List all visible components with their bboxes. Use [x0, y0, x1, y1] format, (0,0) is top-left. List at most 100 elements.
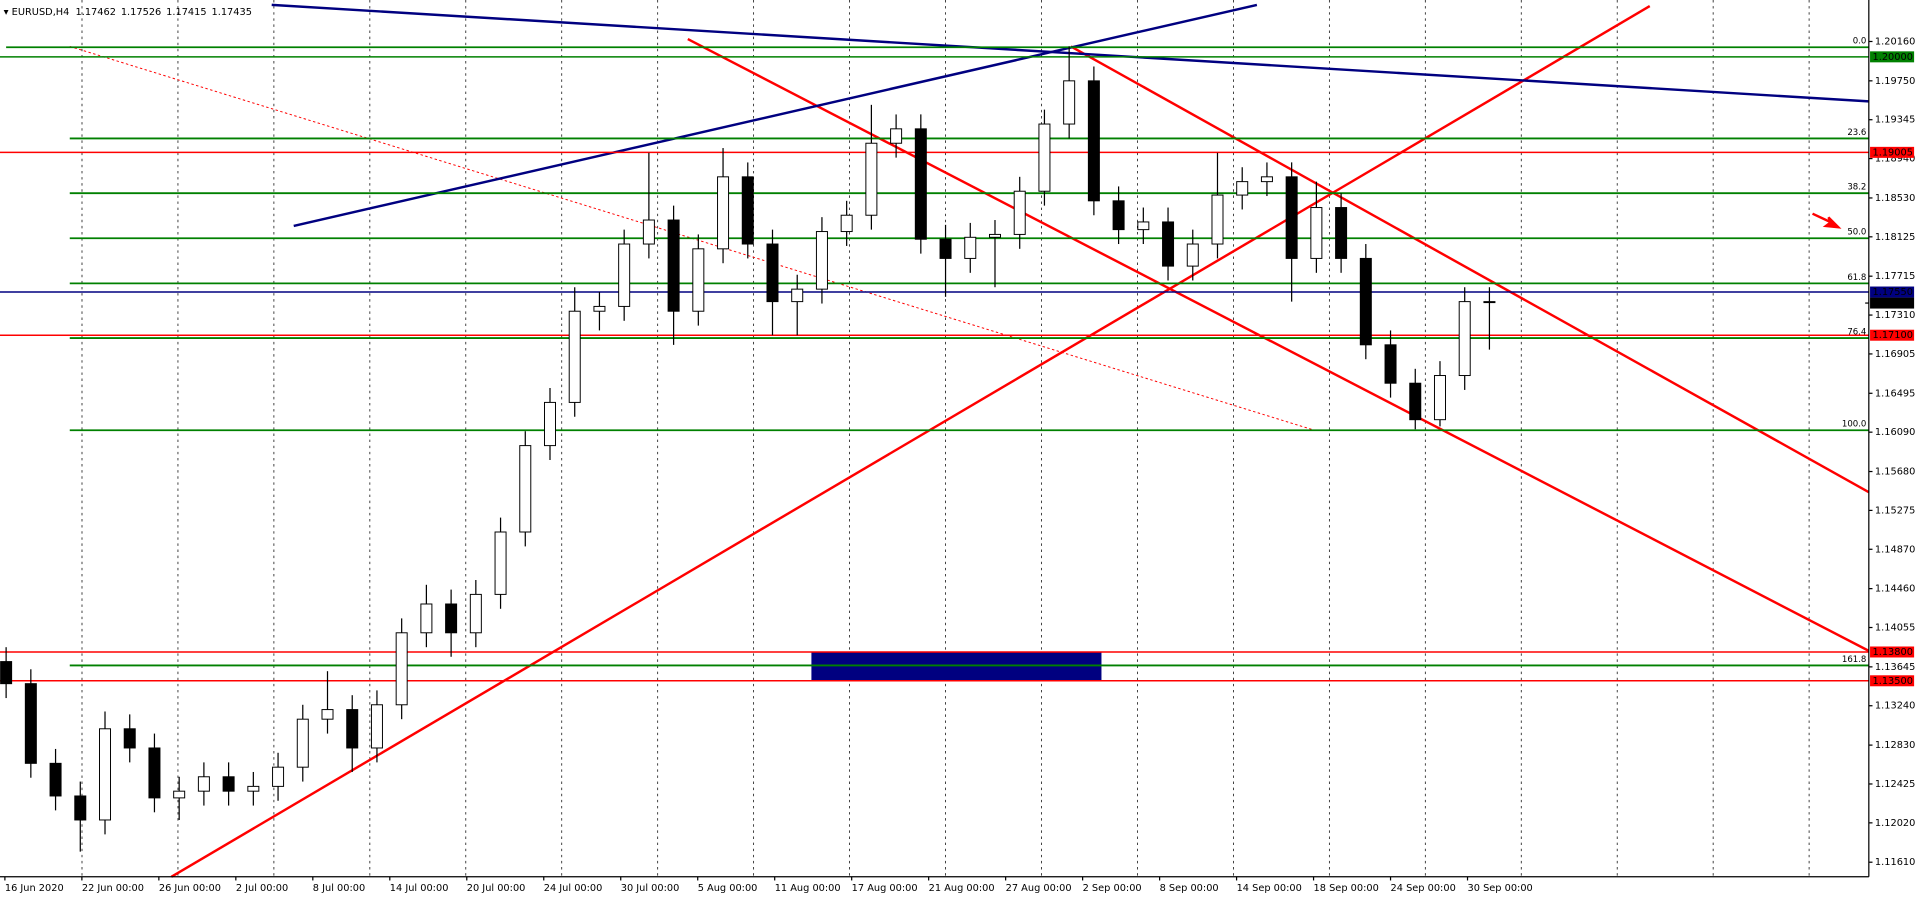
y-tick-label: 1.15680: [1875, 467, 1915, 478]
price-tag-label: 1.13800: [1872, 647, 1912, 658]
candle-body: [1409, 382, 1422, 421]
x-tick-label: 30 Sep 00:00: [1468, 883, 1533, 894]
low: 1.17415: [166, 7, 206, 18]
candle-body: [99, 728, 112, 821]
candle-body: [173, 790, 186, 799]
high: 1.17526: [121, 7, 161, 18]
candle-body: [939, 238, 952, 259]
price-tag-label: 1.13500: [1872, 676, 1912, 687]
candle-body: [544, 401, 556, 447]
candle-body: [1335, 207, 1348, 259]
candle-body: [1186, 243, 1199, 267]
candle-body: [964, 236, 977, 259]
menu-arrow: ▾: [4, 7, 12, 18]
x-tick-label: 18 Sep 00:00: [1314, 883, 1379, 894]
candles: [0, 46, 1496, 852]
candle-body: [642, 219, 655, 245]
price-tag: [1870, 146, 1915, 158]
x-tick-label: 20 Jul 00:00: [467, 883, 526, 894]
candle-body: [346, 709, 359, 749]
x-tick-label: 8 Sep 00:00: [1160, 883, 1219, 894]
candle-body: [1359, 257, 1372, 346]
candle-body: [321, 709, 334, 720]
candle-body: [791, 288, 804, 303]
candle-body: [222, 776, 235, 792]
candle-body: [469, 593, 482, 634]
x-tick-label: 27 Aug 00:00: [1006, 883, 1072, 894]
price-tag: [1870, 646, 1915, 658]
trend-line: [170, 5, 1651, 878]
y-tick-label: 1.17715: [1875, 271, 1915, 282]
y-tick-label: 1.18530: [1875, 193, 1915, 204]
y-tick-label: 1.19750: [1875, 76, 1915, 87]
candle-body: [272, 766, 285, 787]
x-tick-label: 2 Sep 00:00: [1083, 883, 1142, 894]
y-tick-label: 1.16495: [1875, 388, 1915, 399]
candle-body: [1137, 221, 1150, 231]
candle-body: [865, 142, 878, 216]
y-tick-label: 1.18125: [1875, 232, 1915, 243]
y-tick-label: 1.13240: [1875, 701, 1915, 712]
x-tick-label: 26 Jun 00:00: [159, 883, 221, 894]
x-tick-label: 5 Aug 00:00: [698, 883, 758, 894]
candle-body: [1433, 375, 1446, 421]
y-tick-label: 1.18940: [1875, 154, 1915, 165]
candle-body: [1260, 176, 1273, 183]
y-tick-label: 1.12020: [1875, 818, 1915, 829]
candle-body: [247, 785, 260, 792]
fib-label: 23.6: [1847, 128, 1866, 138]
symbol: EURUSD,H4: [12, 7, 70, 18]
candle-body: [494, 531, 507, 595]
candle-body: [148, 747, 161, 799]
candle-body: [890, 128, 903, 144]
candle-body: [0, 661, 13, 685]
candle-body: [1211, 194, 1224, 245]
x-tick-label: 24 Jul 00:00: [544, 883, 603, 894]
candle-body: [1285, 176, 1298, 259]
y-tick-label: 1.14870: [1875, 544, 1915, 555]
y-tick-label: 1.11610: [1875, 857, 1915, 868]
y-tick-label: 1.14460: [1875, 584, 1915, 595]
candle-body: [815, 231, 828, 290]
price-tag-label: 1.20000: [1872, 52, 1912, 63]
price-tag-label: 1.19005: [1872, 147, 1912, 158]
candle-body: [766, 243, 779, 303]
fib-label: 61.8: [1847, 273, 1866, 283]
x-tick-label: 22 Jun 00:00: [82, 883, 144, 894]
x-tick-label: 30 Jul 00:00: [621, 883, 680, 894]
candle-body: [296, 718, 309, 768]
price-tag-label: 1.17550: [1872, 287, 1912, 298]
y-tick-label: 1.13645: [1875, 662, 1915, 673]
price-tag: [1870, 297, 1915, 309]
x-tick-label: 21 Aug 00:00: [929, 883, 995, 894]
candle-body: [1038, 123, 1051, 192]
candle-body: [717, 176, 730, 250]
candle-body: [1013, 190, 1026, 235]
y-tick-label: 1.12425: [1875, 779, 1915, 790]
y-tick-label: 1.12830: [1875, 740, 1915, 751]
chart-header: ▾ EURUSD,H4 1.17462 1.17526 1.17415 1.17435: [4, 7, 252, 18]
x-tick-label: 2 Jul 00:00: [236, 883, 288, 894]
candle-body: [1458, 301, 1471, 377]
price-tag: [1870, 286, 1915, 298]
y-tick-label: 1.19345: [1875, 115, 1915, 126]
y-tick-label: 1.17310: [1875, 310, 1915, 321]
x-tick-label: 24 Sep 00:00: [1391, 883, 1456, 894]
arrow: [1812, 212, 1842, 229]
fib-label: 50.0: [1847, 228, 1866, 238]
open: 1.17462: [76, 7, 116, 18]
trend-line: [687, 37, 1870, 652]
x-tick-label: 17 Aug 00:00: [852, 883, 918, 894]
candle-body: [1087, 80, 1100, 202]
price-tag: [1870, 675, 1915, 687]
x-tick-label: 16 Jun 2020: [5, 883, 64, 894]
candle-body: [618, 243, 631, 307]
y-tick-label: 1.20160: [1875, 36, 1915, 47]
x-tick-label: 11 Aug 00:00: [775, 883, 841, 894]
candle-body: [667, 219, 680, 312]
axes: 1.20160 1.19750 1.19345 1.18940 1.18530 1.181…: [4, 36, 1915, 894]
candle-body: [49, 762, 62, 797]
